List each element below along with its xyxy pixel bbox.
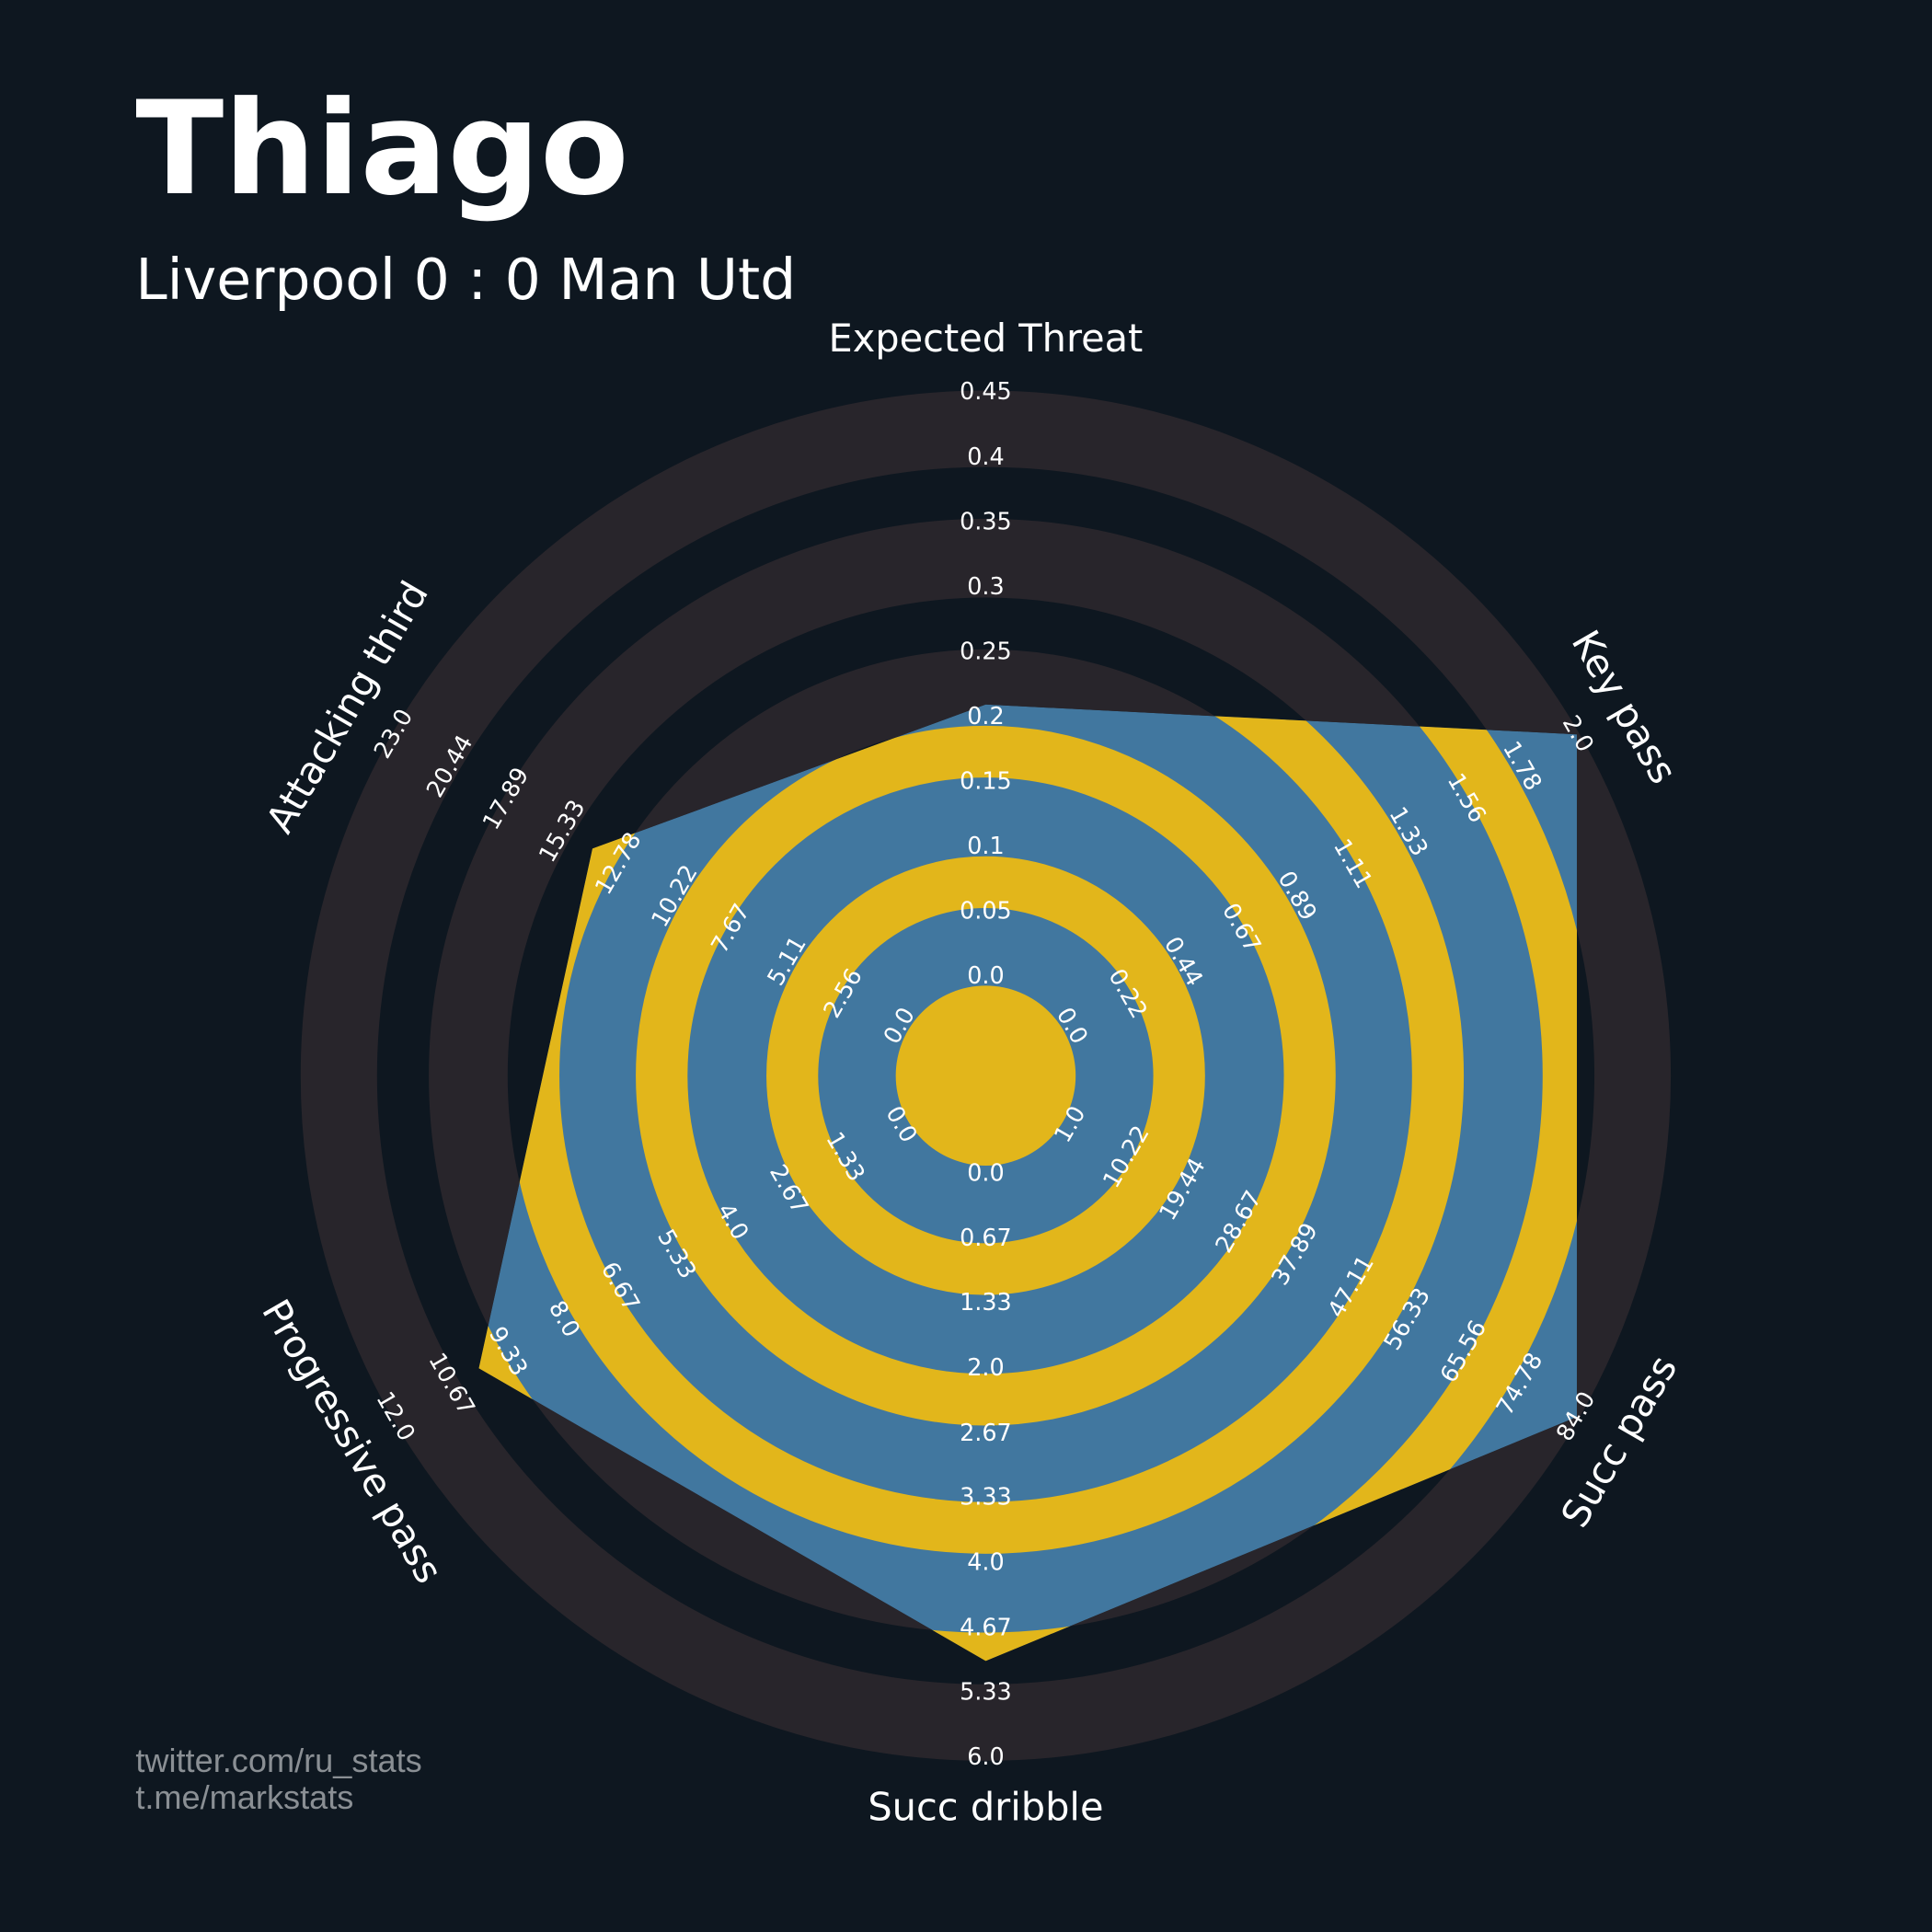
tick-label: 4.67 <box>960 1613 1012 1640</box>
tick-label: 0.0 <box>967 961 1004 989</box>
chart-subtitle: Liverpool 0 : 0 Man Utd <box>135 247 796 313</box>
tick-label: 0.0 <box>967 1158 1004 1186</box>
tick-label: 2.0 <box>967 1353 1004 1381</box>
tick-label: 6.0 <box>967 1742 1004 1770</box>
tick-label: 4.0 <box>967 1548 1004 1576</box>
footer: t.me/markstats <box>135 1778 353 1816</box>
param-label: Succ dribble <box>868 1784 1103 1829</box>
tick-label: 0.15 <box>960 766 1012 794</box>
chart-title: Thiago <box>135 74 628 224</box>
tick-label: 0.67 <box>960 1224 1012 1251</box>
tick-label: 3.33 <box>960 1483 1012 1511</box>
tick-label: 0.45 <box>960 377 1012 405</box>
ring-inner <box>636 725 1336 1426</box>
tick-label: 0.1 <box>967 832 1004 859</box>
tick-label: 5.33 <box>960 1677 1012 1705</box>
tick-label: 0.2 <box>967 702 1004 730</box>
center-disc <box>895 985 1076 1166</box>
tick-label: 0.35 <box>960 507 1012 535</box>
tick-label: 0.3 <box>967 572 1004 600</box>
ring-inner <box>478 704 1577 1662</box>
ring <box>300 390 1672 1761</box>
tick-label: 1.33 <box>960 1288 1012 1316</box>
tick-label: 0.4 <box>967 443 1004 470</box>
footer: twitter.com/ru_stats <box>135 1742 421 1779</box>
tick-label: 0.25 <box>960 637 1012 664</box>
tick-label: 2.67 <box>960 1419 1012 1446</box>
param-label: Expected Threat <box>828 316 1143 361</box>
ring-inner <box>766 856 1205 1295</box>
radar-layers <box>478 704 1577 1662</box>
tick-label: 0.05 <box>960 897 1012 925</box>
radar-fill <box>478 704 1577 1662</box>
